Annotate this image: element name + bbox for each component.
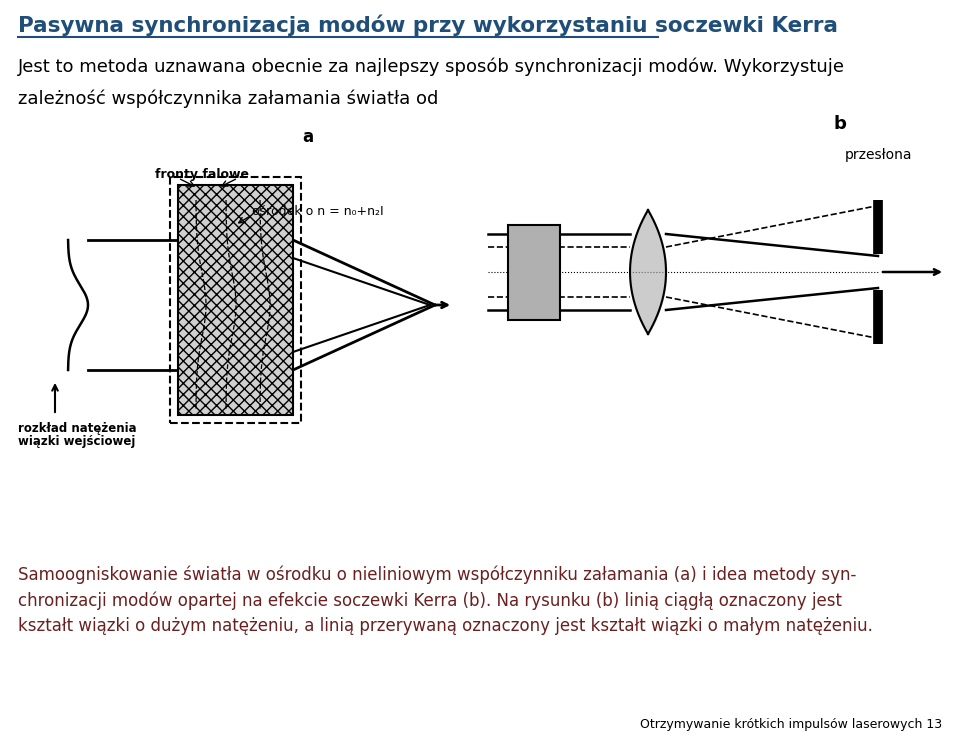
- Text: fronty falowe: fronty falowe: [155, 168, 249, 181]
- Text: kształt wiązki o dużym natężeniu, a linią przerywaną oznaczony jest kształt wiąz: kształt wiązki o dużym natężeniu, a lini…: [18, 617, 873, 635]
- Text: Jest to metoda uznawana obecnie za najlepszy sposób synchronizacji modów. Wykorz: Jest to metoda uznawana obecnie za najle…: [18, 58, 845, 77]
- Text: Pasywna synchronizacja modów przy wykorzystaniu soczewki Kerra: Pasywna synchronizacja modów przy wykorz…: [18, 15, 838, 36]
- Bar: [508, 225, 560, 320]
- Text: Samoogniskowanie światła w ośrodku o nieliniowym współczynniku załamania (a) i i: Samoogniskowanie światła w ośrodku o nie…: [18, 565, 856, 584]
- Text: zależność współczynnika załamania światła od: zależność współczynnika załamania światł…: [18, 90, 439, 109]
- Bar: [170, 177, 301, 423]
- Text: b: b: [833, 115, 847, 133]
- Text: Otrzymywanie krótkich impulsów laserowych 13: Otrzymywanie krótkich impulsów laserowyc…: [640, 718, 942, 731]
- Text: chronizacji modów opartej na efekcie soczewki Kerra (b). Na rysunku (b) linią ci: chronizacji modów opartej na efekcie soc…: [18, 591, 842, 610]
- Text: a: a: [302, 128, 314, 146]
- Bar: [178, 185, 293, 415]
- Text: rozkład natężenia: rozkład natężenia: [18, 422, 136, 435]
- Text: przesłona: przesłona: [844, 148, 912, 162]
- Text: ośrodek o n = n₀+n₂I: ośrodek o n = n₀+n₂I: [252, 205, 384, 218]
- Text: wiązki wejściowej: wiązki wejściowej: [18, 435, 135, 448]
